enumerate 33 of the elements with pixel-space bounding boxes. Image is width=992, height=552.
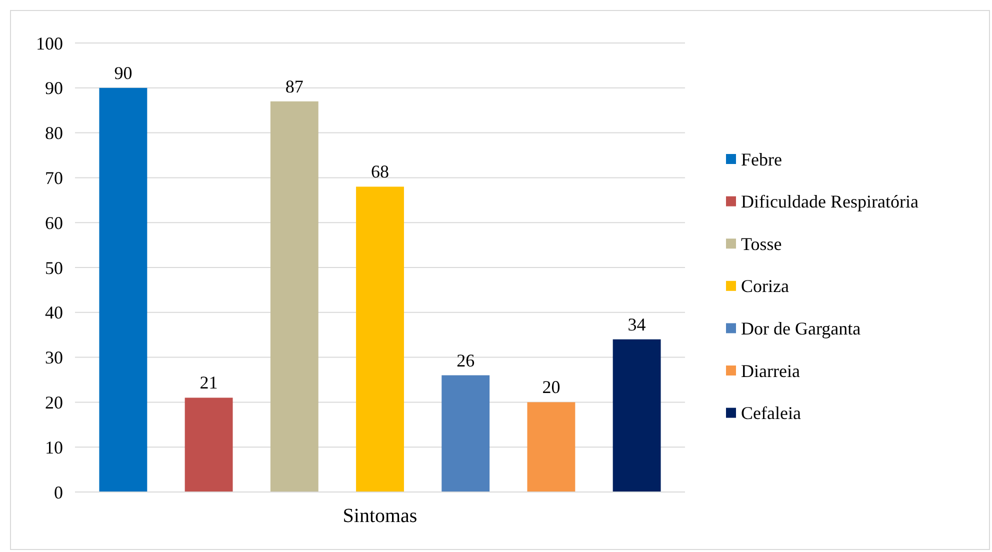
y-tick-label: 20 [45, 392, 63, 412]
y-tick-label: 90 [45, 78, 63, 98]
data-label: 34 [628, 314, 646, 334]
bar [442, 375, 490, 492]
data-label: 20 [542, 377, 560, 398]
data-label: 26 [456, 350, 475, 370]
y-tick-label: 10 [45, 437, 63, 458]
y-tick-label: 30 [45, 348, 63, 368]
legend-label: Diarreia [741, 360, 800, 381]
legend-label: Cefaleia [741, 403, 801, 424]
y-tick-label: 80 [45, 123, 63, 144]
y-tick-label: 0 [54, 482, 63, 502]
y-tick-label: 40 [45, 302, 63, 323]
data-label: 87 [285, 76, 304, 96]
y-tick-label: 100 [36, 33, 63, 54]
legend-label: Tosse [741, 234, 782, 254]
data-label: 68 [371, 162, 389, 182]
y-tick-label: 50 [45, 258, 63, 278]
bar [356, 186, 404, 492]
data-label: 21 [200, 372, 218, 393]
bar [612, 339, 661, 492]
y-tick-label: 60 [45, 212, 63, 233]
legend-label: Dor de Garganta [741, 318, 861, 338]
data-label: 90 [114, 62, 132, 83]
bar [527, 402, 576, 492]
y-tick-label: 70 [45, 168, 63, 188]
x-axis-title: Sintomas [342, 505, 418, 527]
legend-label: Dificuldade Respiratória [741, 192, 918, 212]
bar [99, 88, 148, 492]
bar [184, 398, 233, 492]
legend-label: Coriza [741, 276, 789, 296]
bar [270, 101, 318, 492]
legend-label: Febre [741, 149, 782, 170]
